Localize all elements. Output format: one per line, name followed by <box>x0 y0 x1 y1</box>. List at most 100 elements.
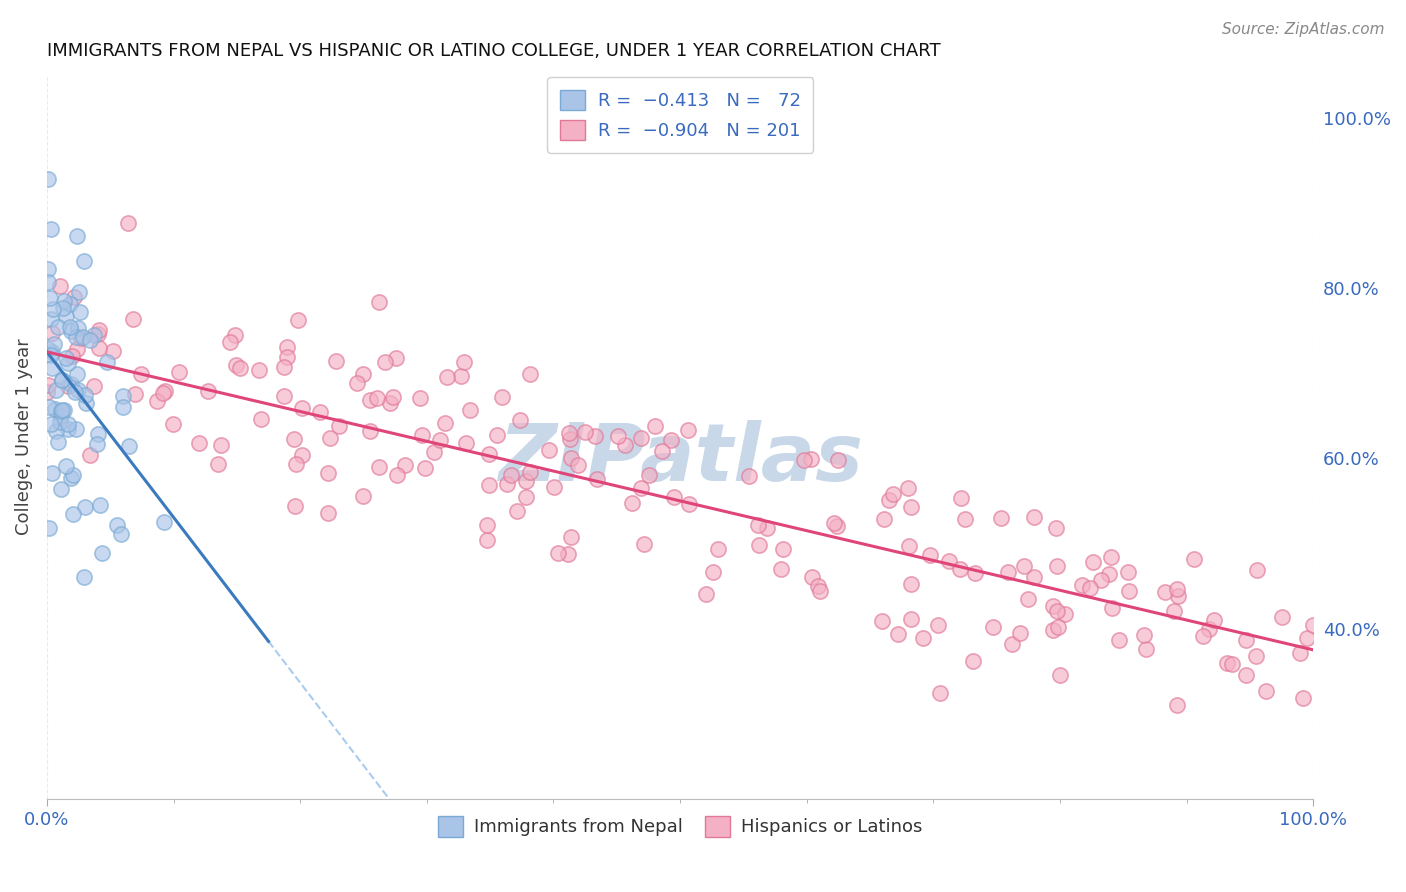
Point <box>1296 631 1319 645</box>
Point <box>929 686 952 700</box>
Point <box>519 367 541 381</box>
Point <box>486 427 509 442</box>
Point <box>110 527 132 541</box>
Point <box>56 356 79 370</box>
Point <box>89 499 111 513</box>
Point <box>873 512 896 526</box>
Point <box>422 445 444 459</box>
Point <box>39 221 62 235</box>
Point <box>1108 632 1130 647</box>
Point <box>1166 698 1188 712</box>
Point <box>63 384 86 399</box>
Point <box>79 333 101 347</box>
Point <box>69 305 91 319</box>
Point <box>918 548 941 562</box>
Point <box>75 396 97 410</box>
Point <box>209 438 232 452</box>
Point <box>56 379 79 393</box>
Point <box>1042 599 1064 613</box>
Point <box>291 401 314 415</box>
Point <box>509 413 531 427</box>
Point <box>1271 609 1294 624</box>
Point <box>87 323 110 337</box>
Point <box>62 508 84 522</box>
Point <box>72 253 94 268</box>
Point <box>1292 691 1315 706</box>
Point <box>46 319 69 334</box>
Point <box>825 519 848 533</box>
Point <box>66 368 89 382</box>
Point <box>225 358 247 372</box>
Point <box>1182 552 1205 566</box>
Point <box>284 457 307 471</box>
Point <box>52 301 75 316</box>
Point <box>197 384 219 398</box>
Point <box>152 386 174 401</box>
Point <box>651 443 673 458</box>
Point <box>515 490 537 504</box>
Point <box>990 511 1012 525</box>
Point <box>72 570 94 584</box>
Point <box>52 294 75 309</box>
Point <box>478 478 501 492</box>
Point <box>659 434 682 448</box>
Point <box>152 515 174 529</box>
Point <box>1070 578 1092 592</box>
Point <box>153 384 176 399</box>
Point <box>55 351 77 365</box>
Point <box>886 627 908 641</box>
Point <box>146 393 169 408</box>
Point <box>118 439 141 453</box>
Point <box>1167 589 1189 603</box>
Point <box>1135 642 1157 657</box>
Point <box>37 262 59 277</box>
Point <box>558 425 581 440</box>
Point <box>385 351 408 365</box>
Point <box>387 467 409 482</box>
Point <box>73 500 96 515</box>
Point <box>309 405 332 419</box>
Point <box>60 349 83 363</box>
Point <box>1045 520 1067 534</box>
Point <box>1101 549 1123 564</box>
Point <box>37 275 59 289</box>
Point <box>515 474 537 488</box>
Point <box>63 290 86 304</box>
Point <box>560 451 582 466</box>
Point <box>86 437 108 451</box>
Point <box>769 562 792 576</box>
Point <box>630 482 652 496</box>
Point <box>129 367 152 381</box>
Point <box>319 431 342 445</box>
Point <box>537 442 560 457</box>
Point <box>49 415 72 429</box>
Point <box>381 390 404 404</box>
Point <box>249 411 271 425</box>
Point <box>65 422 87 436</box>
Point <box>55 310 77 324</box>
Point <box>228 361 250 376</box>
Point <box>121 311 143 326</box>
Point <box>413 461 436 475</box>
Point <box>453 355 475 369</box>
Point <box>65 229 87 244</box>
Point <box>79 448 101 462</box>
Point <box>49 279 72 293</box>
Point <box>478 447 501 461</box>
Point <box>37 172 59 186</box>
Point <box>1001 637 1024 651</box>
Point <box>695 587 717 601</box>
Point <box>707 542 730 557</box>
Point <box>475 517 498 532</box>
Point <box>949 491 972 505</box>
Point <box>1049 668 1071 682</box>
Point <box>1046 605 1069 619</box>
Point <box>73 388 96 402</box>
Point <box>162 417 184 431</box>
Point <box>662 491 685 505</box>
Point <box>70 331 93 345</box>
Point <box>1288 646 1310 660</box>
Point <box>66 342 89 356</box>
Point <box>37 378 59 392</box>
Point <box>1244 649 1267 664</box>
